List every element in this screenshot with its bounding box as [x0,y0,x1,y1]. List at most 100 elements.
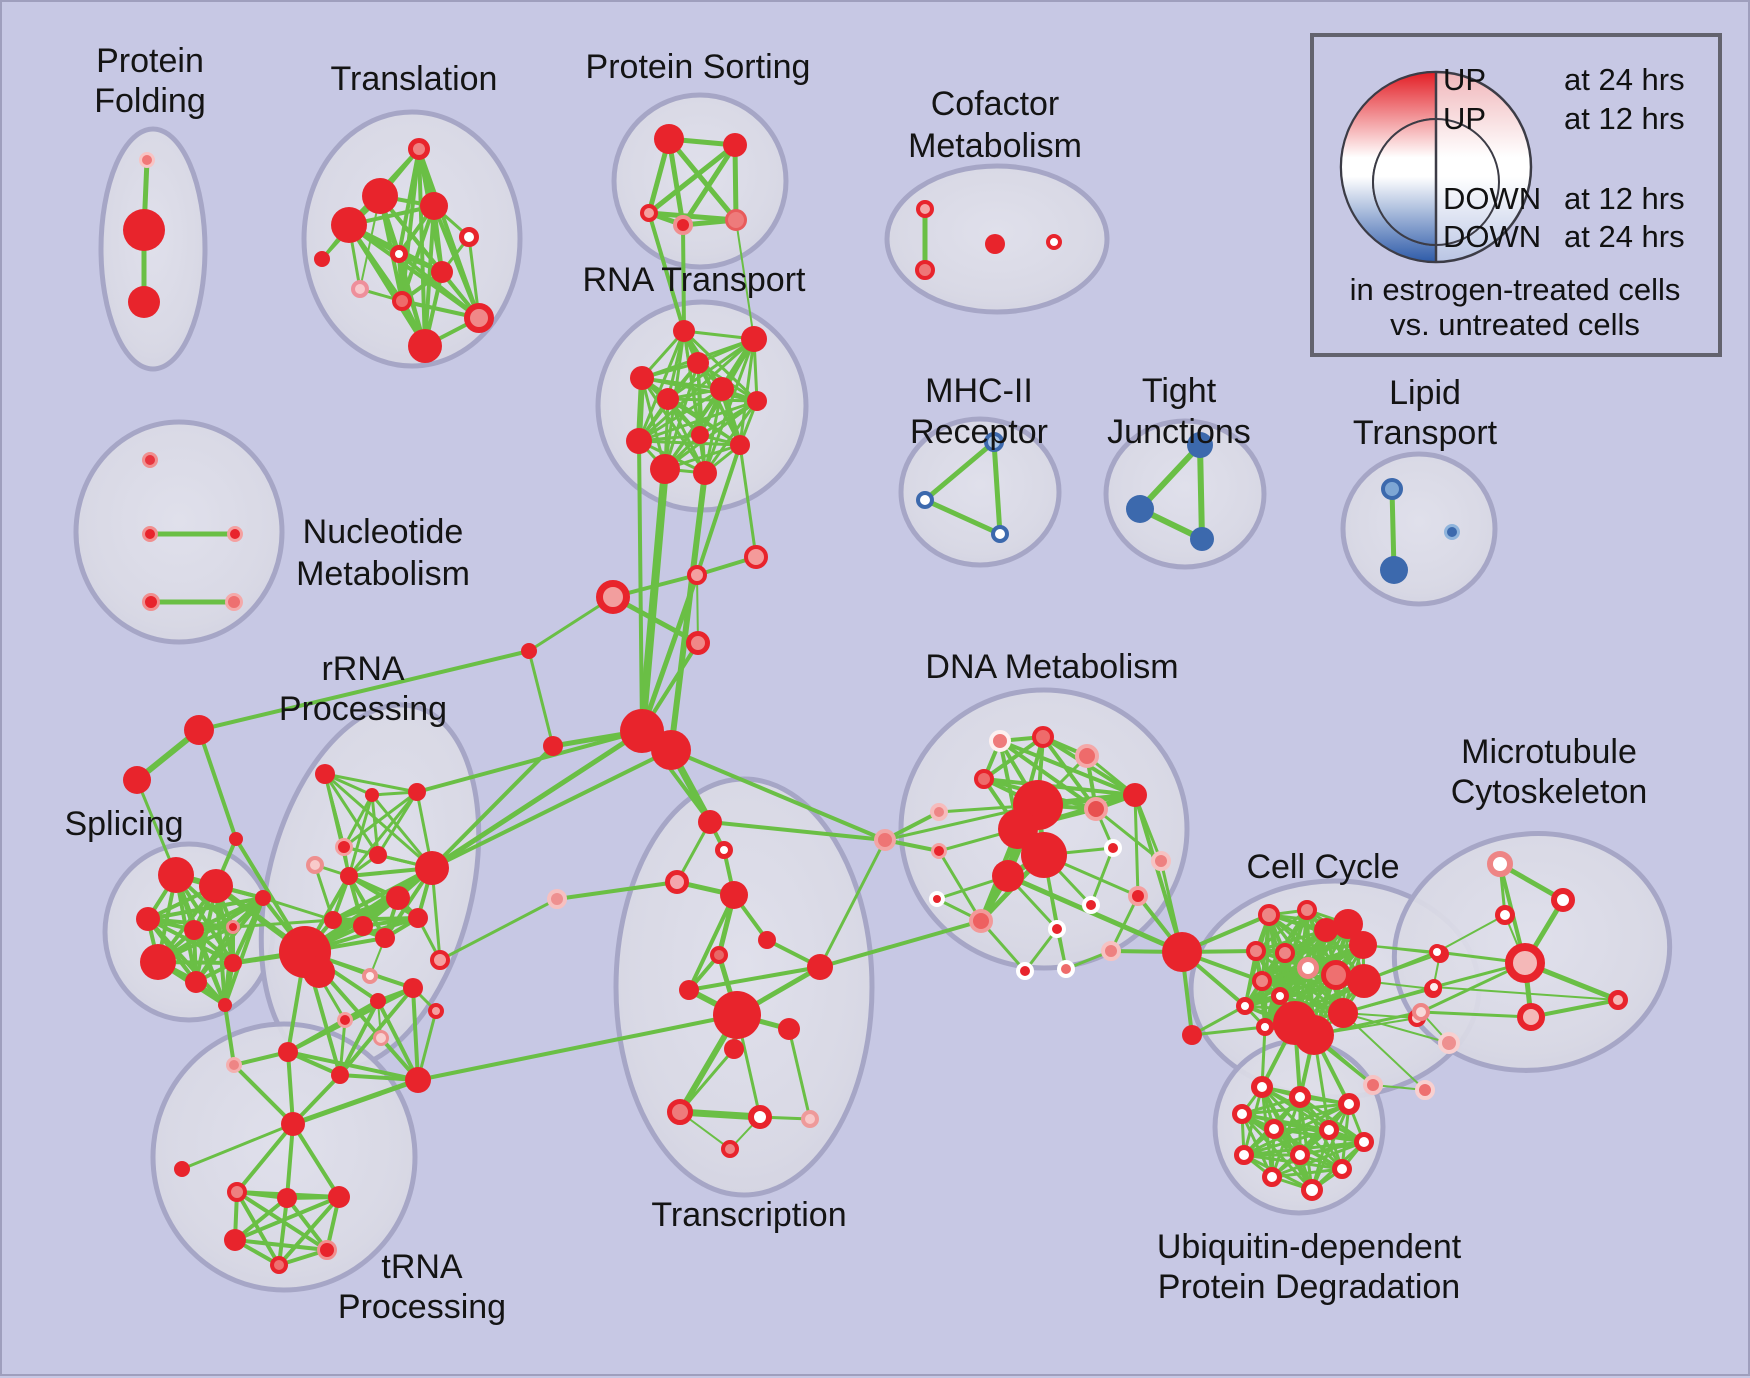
network-node-sp6[interactable] [140,944,176,980]
network-node-ub4[interactable] [1232,1104,1252,1124]
network-node-t12[interactable] [724,1039,744,1059]
network-node-cc4[interactable] [1333,909,1363,939]
network-node-rr13[interactable] [403,978,423,998]
network-node-ub9[interactable] [1290,1145,1310,1165]
network-node-t6[interactable] [758,931,776,949]
network-node-tl3[interactable] [420,192,448,220]
network-node-ps3[interactable] [640,204,658,222]
network-node-t7[interactable] [710,946,728,964]
network-node-cc12[interactable] [1271,987,1289,1005]
network-node-t2[interactable] [715,841,733,859]
network-node-sp5[interactable] [226,920,240,934]
network-node-ub5[interactable] [1264,1119,1284,1139]
network-node-t11[interactable] [778,1018,800,1040]
network-node-nm4[interactable] [142,593,160,611]
network-node-mt4[interactable] [1505,943,1545,983]
network-node-tn5[interactable] [224,1229,246,1251]
network-node-tn2[interactable] [227,1182,247,1202]
network-node-rt5[interactable] [710,377,734,401]
network-node-rr17[interactable] [428,1003,444,1019]
network-node-t9[interactable] [807,954,833,980]
network-node-pf3[interactable] [128,286,160,318]
network-node-rr20[interactable] [405,1067,431,1093]
network-node-m1[interactable] [984,432,1004,452]
network-node-t13[interactable] [667,1099,693,1125]
network-node-pf1[interactable] [139,152,155,168]
network-node-sp9[interactable] [255,890,271,906]
network-node-tri2[interactable] [123,766,151,794]
network-node-rr14[interactable] [370,993,386,1009]
network-node-ub7[interactable] [1354,1132,1374,1152]
network-node-cf4[interactable] [1046,234,1062,250]
network-node-sp2[interactable] [199,869,233,903]
network-node-nm1[interactable] [142,452,158,468]
network-node-ccb[interactable] [1162,932,1202,972]
network-node-lt1[interactable] [1381,478,1403,500]
network-node-cc11[interactable] [1252,971,1272,991]
network-node-dm2[interactable] [1032,726,1054,748]
network-node-ub6[interactable] [1319,1120,1339,1140]
network-node-tn6[interactable] [317,1240,337,1260]
network-node-tl1[interactable] [408,138,430,160]
network-node-tn0[interactable] [226,1057,242,1073]
network-node-rr21[interactable] [281,1112,305,1136]
network-node-dm11[interactable] [1123,783,1147,807]
network-node-rr8[interactable] [353,916,373,936]
network-node-dm19[interactable] [1048,920,1066,938]
network-node-rr1[interactable] [335,838,353,856]
network-node-rr24[interactable] [408,783,426,801]
network-node-rr16[interactable] [373,1030,389,1046]
network-node-cc6[interactable] [1246,941,1266,961]
network-node-dm18[interactable] [1128,886,1148,906]
network-node-sp7[interactable] [185,971,207,993]
network-node-rr15[interactable] [337,1012,353,1028]
network-node-cn1[interactable] [687,565,707,585]
network-node-t8[interactable] [679,980,699,1000]
network-node-dm13[interactable] [931,843,947,859]
network-node-nm3[interactable] [227,526,243,542]
network-node-rt9[interactable] [691,426,709,444]
network-node-lt3[interactable] [1444,524,1460,540]
network-node-dm17[interactable] [929,891,945,907]
network-node-cn2[interactable] [744,545,768,569]
network-node-tj1[interactable] [1187,432,1213,458]
network-node-rt2[interactable] [741,326,767,352]
network-node-mt3[interactable] [1495,905,1515,925]
network-node-mt7[interactable] [1429,944,1445,960]
network-node-tri1[interactable] [184,715,214,745]
network-node-nm2[interactable] [142,526,158,542]
network-node-tl5[interactable] [459,227,479,247]
network-node-rr4[interactable] [369,846,387,864]
network-node-ub2[interactable] [1289,1086,1311,1108]
network-node-nm5[interactable] [225,593,243,611]
network-node-mt5[interactable] [1608,990,1628,1010]
network-node-dm16[interactable] [969,909,993,933]
network-node-rr3[interactable] [340,867,358,885]
network-node-rr11[interactable] [362,968,378,984]
network-node-rrh2[interactable] [303,956,335,988]
network-node-ps5[interactable] [725,209,747,231]
network-node-rr12[interactable] [430,950,450,970]
network-node-cf3[interactable] [985,234,1005,254]
network-node-tn1[interactable] [174,1161,190,1177]
network-node-mt6[interactable] [1517,1003,1545,1031]
network-node-t15[interactable] [801,1110,819,1128]
network-node-t14[interactable] [748,1105,772,1129]
network-node-cc20[interactable] [1438,1032,1460,1054]
network-node-tl4[interactable] [331,207,367,243]
network-node-ub10[interactable] [1332,1159,1352,1179]
network-node-m2[interactable] [916,491,934,509]
network-node-rr19[interactable] [331,1066,349,1084]
network-node-tl12[interactable] [314,251,330,267]
network-node-cc2[interactable] [1297,900,1317,920]
network-node-hub2[interactable] [651,730,691,770]
network-node-dm23[interactable] [1101,941,1121,961]
network-node-t16[interactable] [721,1140,739,1158]
network-node-sp8[interactable] [224,954,242,972]
network-node-rr5[interactable] [415,851,449,885]
network-node-ccb2[interactable] [1182,1025,1202,1045]
network-node-rr6[interactable] [386,886,410,910]
network-node-dm5[interactable] [930,803,948,821]
network-node-hub3[interactable] [543,736,563,756]
network-node-ub8[interactable] [1234,1145,1254,1165]
